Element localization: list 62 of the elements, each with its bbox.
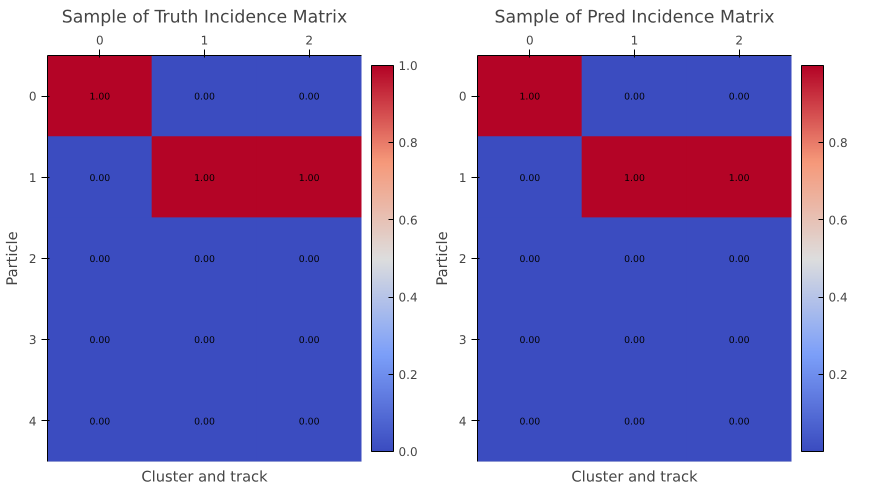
data-label: 0.00 (519, 335, 540, 346)
data-label: 0.00 (89, 254, 110, 265)
y-tick-label: 3 (458, 333, 467, 348)
x-tick-label: 2 (735, 34, 743, 48)
data-label: 0.00 (194, 92, 215, 103)
data-label: 0.00 (728, 335, 750, 346)
y-tick-label: 1 (458, 170, 467, 185)
color-bar-label: 0.2 (398, 368, 418, 382)
y-tick-label: 3 (28, 333, 37, 348)
data-label: 0.00 (728, 92, 750, 103)
data-label: 0.00 (298, 254, 320, 265)
data-label: 0.00 (194, 254, 215, 265)
data-label: 0.00 (298, 335, 320, 346)
color-bar-label: 0.6 (398, 213, 418, 228)
x-tick-label: 0 (96, 34, 104, 48)
color-bar-label: 1.0 (398, 59, 418, 73)
data-label: 0.00 (519, 416, 540, 428)
data-label: 0.00 (89, 335, 110, 346)
color-bar-label: 0.4 (398, 290, 418, 305)
color-bar-label: 0.8 (828, 136, 848, 150)
y-tick-label: 4 (28, 414, 37, 428)
color-bar-label: 0.8 (398, 136, 418, 150)
data-label: 1.00 (194, 172, 215, 184)
data-label: 0.00 (89, 172, 110, 184)
y-tick-label: 1 (28, 170, 37, 185)
data-label: 0.00 (519, 254, 540, 265)
data-label: 1.00 (728, 172, 750, 184)
data-label: 0.00 (298, 92, 320, 103)
y-tick-label: 2 (458, 252, 467, 266)
color-bar-label: 0.6 (828, 213, 848, 228)
y-tick-label: 4 (458, 414, 467, 428)
data-label: 1.00 (89, 92, 110, 103)
x-tick-label: 1 (200, 34, 208, 48)
y-tick-label: 2 (28, 252, 37, 266)
x-axis-title: Cluster and track (141, 468, 268, 486)
data-label: 0.00 (89, 416, 110, 428)
x-tick-label: 2 (305, 34, 313, 48)
data-label: 0.00 (728, 416, 750, 428)
data-label: 0.00 (298, 416, 320, 428)
chart-title: Sample of Truth Incidence Matrix (62, 8, 348, 28)
data-label: 0.00 (728, 254, 750, 265)
data-label: 0.00 (624, 254, 645, 265)
y-tick-label: 0 (458, 90, 467, 104)
y-axis-title: Particle (434, 231, 451, 286)
x-tick-label: 1 (630, 34, 638, 48)
data-label: 1.00 (298, 172, 320, 184)
y-axis-title: Particle (4, 231, 21, 286)
y-tick-label: 0 (28, 90, 37, 104)
data-label: 0.00 (624, 416, 645, 428)
data-label: 1.00 (519, 92, 540, 103)
color-bar-label: 0.4 (828, 290, 848, 305)
data-label: 0.00 (519, 172, 540, 184)
x-axis-title: Cluster and track (571, 468, 698, 486)
data-label: 0.00 (194, 416, 215, 428)
color-bar-label: 0.2 (828, 368, 848, 382)
x-tick-label: 0 (526, 34, 534, 48)
data-label: 1.00 (624, 172, 645, 184)
chart-title: Sample of Pred Incidence Matrix (494, 8, 775, 28)
data-label: 0.00 (194, 335, 215, 346)
data-label: 0.00 (624, 335, 645, 346)
color-bar-label: 0.0 (398, 445, 418, 459)
data-label: 0.00 (624, 92, 645, 103)
